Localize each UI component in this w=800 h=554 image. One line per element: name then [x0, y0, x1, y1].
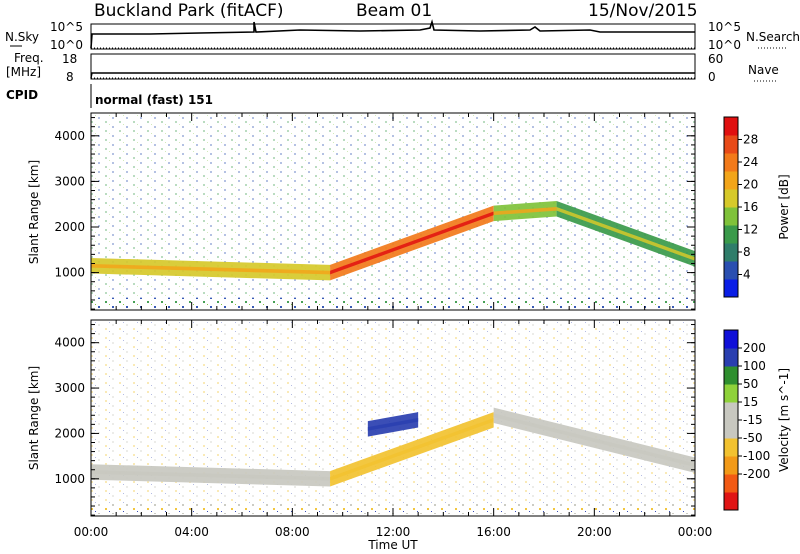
nsearch-tick-top: 10^5: [708, 20, 741, 34]
colorbar-segment: [724, 348, 738, 367]
x-tick-label: 16:00: [476, 525, 511, 539]
y-tick-label: 2000: [54, 220, 85, 234]
colorbar-tick-label: 12: [743, 223, 758, 237]
echo-band-core-0: [91, 263, 331, 275]
freq-unit: [MHz]: [6, 65, 41, 79]
power-axes: 1000 2000 3000 4000: [54, 113, 696, 310]
x-tick-label: 04:00: [174, 525, 209, 539]
colorbar-segment: [724, 492, 738, 511]
nsearch-tick-bottom: 10^0: [708, 38, 741, 52]
colorbar-tick-label: 4: [743, 268, 751, 282]
x-tick-label: 08:00: [275, 525, 310, 539]
colorbar-segment: [724, 402, 738, 421]
freq-label: Freq.: [14, 51, 44, 65]
colorbar-segment: [724, 279, 738, 298]
cpid-panel: CPID normal (fast) 151: [6, 84, 213, 108]
x-tick-label: 00:00: [74, 525, 109, 539]
power-echoes: [91, 115, 695, 308]
colorbar-tick-label: 200: [743, 341, 766, 355]
nave-label: Nave: [748, 63, 779, 77]
y-tick-label: 4000: [54, 336, 85, 350]
colorbar-tick-label: -100: [743, 449, 770, 463]
colorbar-segment: [724, 189, 738, 208]
echo-band-core-1: [330, 211, 494, 275]
nsearch-label: N.Search: [746, 30, 800, 44]
date-title: 15/Nov/2015: [588, 1, 698, 21]
x-tick-label: 12:00: [376, 525, 411, 539]
beam-title: Beam 01: [356, 1, 432, 21]
colorbar-tick-label: 24: [743, 155, 758, 169]
colorbar-tick-label: 8: [743, 245, 751, 259]
colorbar-segment: [724, 330, 738, 349]
colorbar-tick-label: 100: [743, 359, 766, 373]
y-tick-label: 1000: [54, 472, 85, 486]
echo-band-core-3: [493, 413, 695, 467]
freq-tick-bottom: 8: [66, 70, 74, 84]
colorbar-segment: [724, 243, 738, 262]
echo-band-core-0: [91, 470, 331, 481]
colorbar-tick-label: -200: [743, 467, 770, 481]
colorbar-tick-label: 50: [743, 377, 758, 391]
y-tick-label: 2000: [54, 426, 85, 440]
y-tick-label: 3000: [54, 381, 85, 395]
echo-band-core-2: [493, 206, 557, 216]
colorbar-segment: [724, 261, 738, 280]
colorbar-label: Velocity [m s^-1]: [777, 368, 791, 472]
colorbar-tick-label: 15: [743, 395, 758, 409]
colorbar-segment: [724, 171, 738, 190]
power-ylabel: Slant Range [km]: [27, 160, 41, 264]
nsky-panel: N.Sky 10^5 10^0 N.Search 10^5 10^0: [5, 19, 800, 52]
colorbar-tick-label: 16: [743, 200, 758, 214]
colorbar-segment: [724, 384, 738, 403]
colorbar-tick-label: 28: [743, 133, 758, 147]
x-tick-label: 00:00: [678, 525, 713, 539]
colorbar-segment: [724, 153, 738, 172]
velocity-echoes: [91, 322, 695, 514]
colorbar-segment: [724, 366, 738, 385]
y-tick-label: 1000: [54, 266, 85, 280]
colorbar-segment: [724, 474, 738, 493]
colorbar-segment: [724, 456, 738, 475]
echo-band-core-1: [330, 418, 494, 481]
y-tick-label: 3000: [54, 174, 85, 188]
nsky-label: N.Sky: [5, 30, 39, 44]
colorbar-segment: [724, 207, 738, 226]
colorbar-tick-label: -15: [743, 413, 763, 427]
nave-tick-top: 60: [708, 52, 723, 66]
y-tick-label: 4000: [54, 129, 85, 143]
velocity-ylabel: Slant Range [km]: [27, 366, 41, 470]
nsky-trace: [90, 19, 695, 49]
colorbar-segment: [724, 438, 738, 457]
freq-trace: [90, 72, 695, 79]
colorbar-tick-label: 20: [743, 178, 758, 192]
colorbar-label: Power [dB]: [777, 174, 791, 239]
x-tick-label: 20:00: [577, 525, 612, 539]
velocity-axes: 1000 2000 3000 4000 00:00 04:00 08:00 12:00 16:0…: [54, 320, 712, 539]
power-colorbar: 4 8 12 16 20 24 28 Power [dB]: [723, 116, 791, 298]
velocity-colorbar: 200 100 50 15 -15 -50 -100 -200 Velocity [m s^-1…: [723, 329, 791, 511]
nsky-tick-bottom: 10^0: [50, 38, 83, 52]
cpid-label: CPID: [6, 88, 38, 102]
cpid-text: normal (fast) 151: [95, 93, 213, 107]
colorbar-tick-label: -50: [743, 431, 763, 445]
echo-band-core-3: [556, 206, 695, 261]
colorbar-segment: [724, 420, 738, 439]
station-title: Buckland Park (fitACF): [94, 1, 284, 21]
echo-band-core-2: [367, 418, 419, 431]
power-panel: 1000 2000 3000 4000 Slant Range [km]: [27, 112, 696, 311]
colorbar-segment: [724, 225, 738, 244]
nsky-tick-top: 10^5: [50, 20, 83, 34]
nave-tick-bottom: 0: [708, 70, 716, 84]
time-axis-label: Time UT: [367, 538, 418, 552]
background-speckle: [91, 115, 695, 308]
colorbar-segment: [724, 135, 738, 154]
freq-panel: Freq. [MHz] 18 8 60 0 Nave: [6, 51, 779, 84]
freq-tick-top: 18: [62, 52, 77, 66]
colorbar-segment: [724, 117, 738, 136]
velocity-panel: 1000 2000 3000 4000 00:00 04:00 08:00 12:00 16:0…: [27, 319, 712, 552]
